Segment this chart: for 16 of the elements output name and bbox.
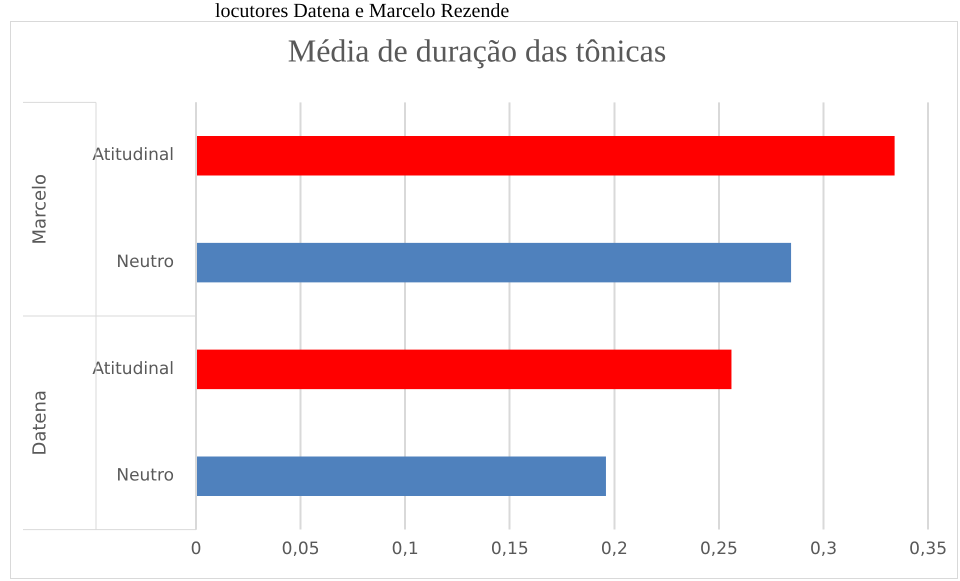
text: Marcelo (30, 174, 51, 244)
y-tick-label: Atitudinal (92, 358, 174, 379)
x-tick-label: 0,2 (600, 539, 628, 560)
chart-title: Média de duração das tônicas (288, 32, 666, 69)
y-tick-label: Atitudinal (92, 145, 174, 166)
x-tick-label: 0,35 (909, 539, 948, 560)
x-tick-label: 0,25 (700, 539, 738, 560)
text: locutores Datena e Marcelo Rezende (215, 0, 510, 23)
y-tick-label: Neutro (116, 466, 174, 486)
x-tick-label: 0,3 (810, 539, 838, 560)
x-tick-label: 0,05 (282, 539, 320, 560)
x-tick-label: 0,15 (490, 539, 529, 560)
x-tick-label: 0,1 (392, 539, 419, 560)
x-tick-label: 0 (190, 539, 202, 560)
text: Datena (30, 390, 51, 456)
y-tick-label: Neutro (116, 252, 174, 272)
